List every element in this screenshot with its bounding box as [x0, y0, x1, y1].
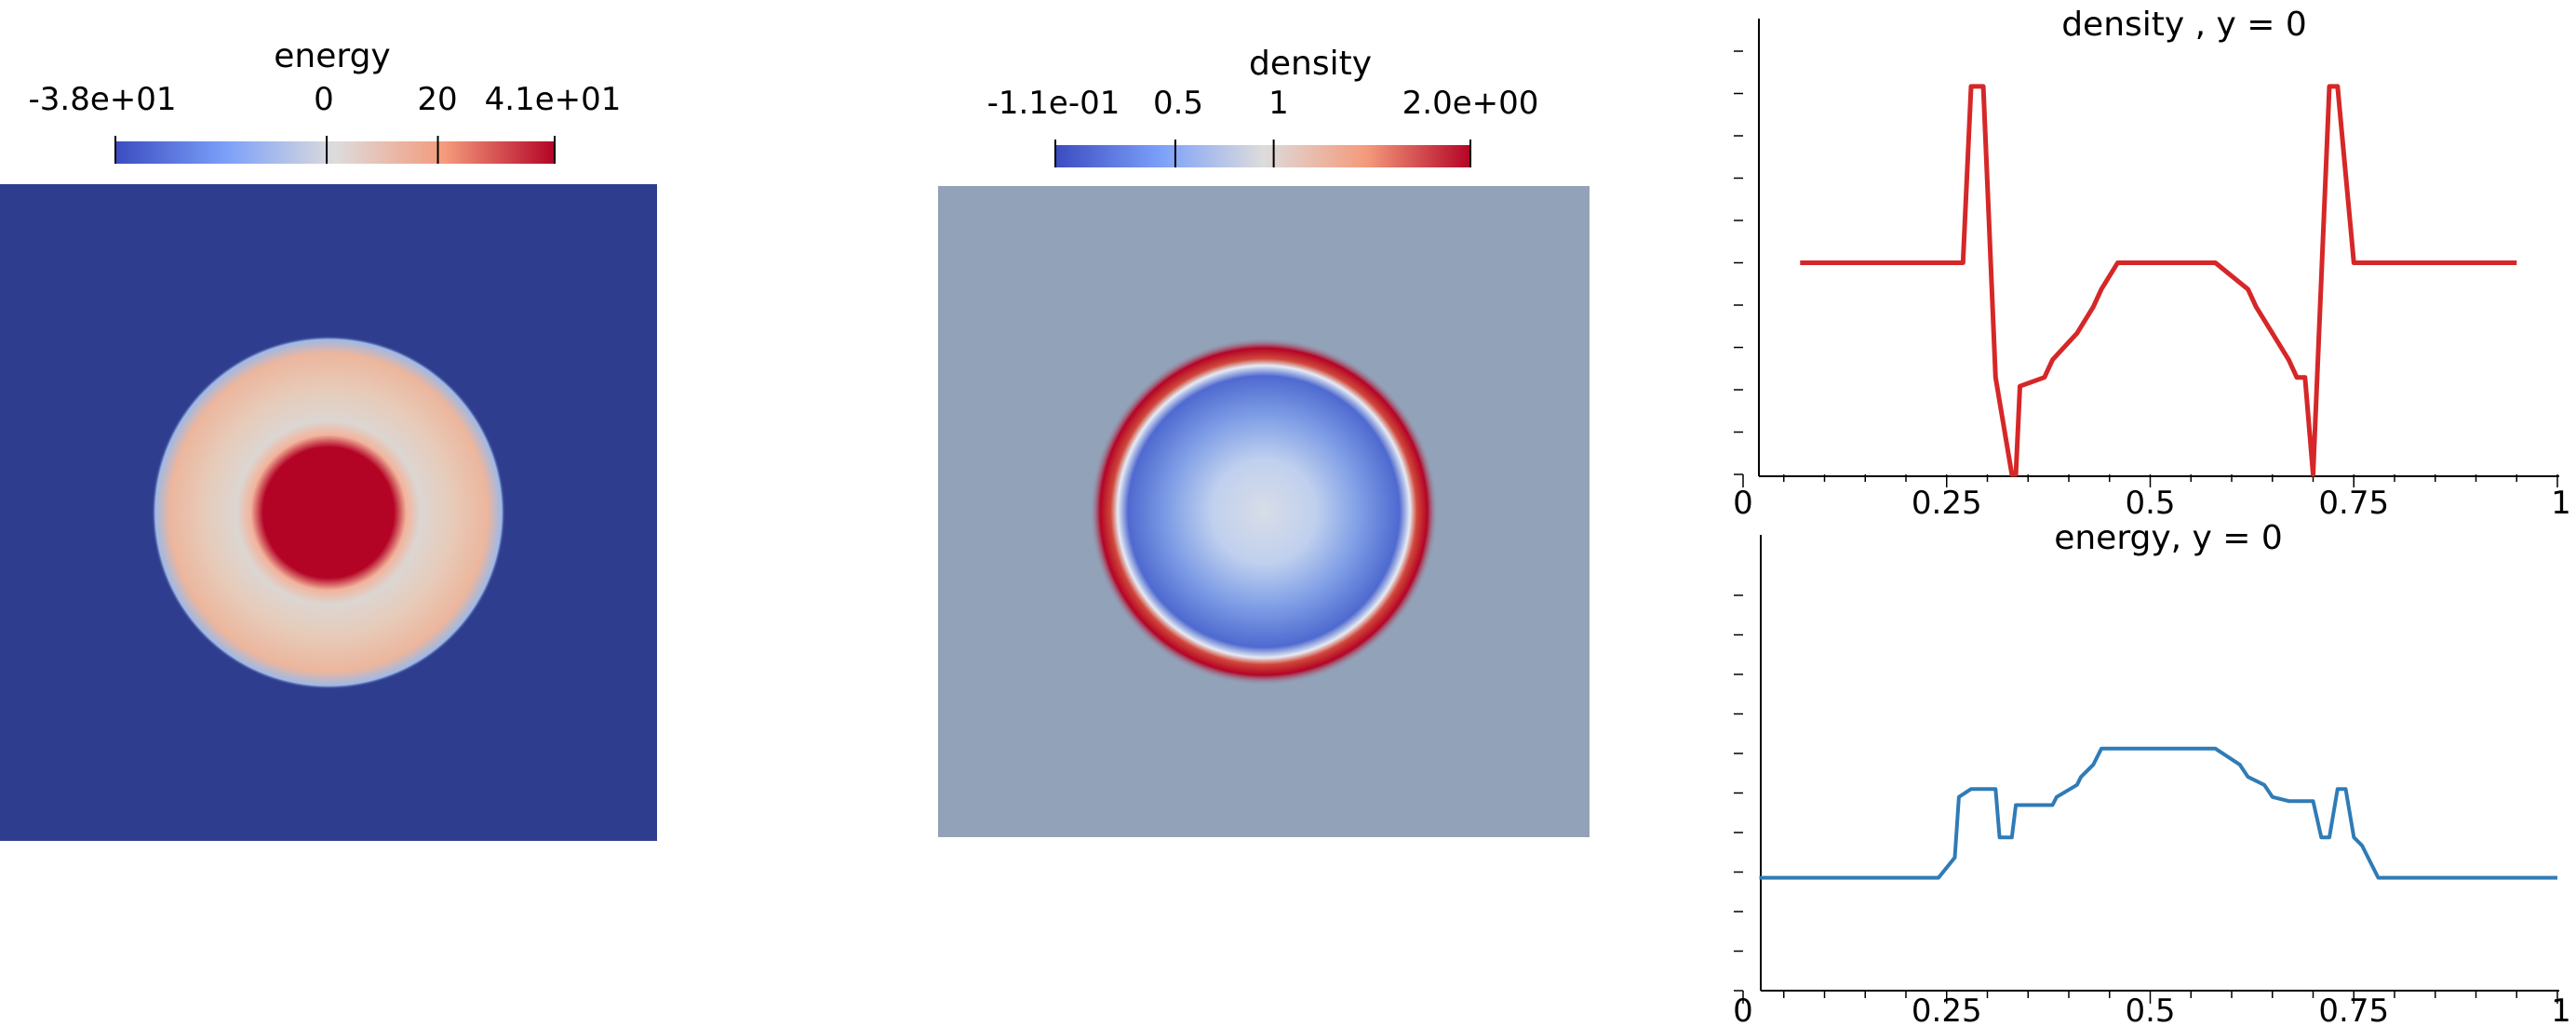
- density-colorbar-tick-label: 1: [1268, 85, 1289, 122]
- energy-colorbar-title: energy: [274, 37, 390, 75]
- density-plot-title: density , y = 0: [2061, 6, 2307, 44]
- density-line-plot: density , y = 0 0 0.25 0.5 0.75 1: [1733, 6, 2571, 522]
- density-colorbar-tick-label: 2.0e+00: [1402, 85, 1539, 122]
- energy-colorbar-tick-label: 0: [314, 81, 334, 118]
- energy-colorbar-tick-label: -3.8e+01: [28, 81, 176, 118]
- density-colorbar-tick-label: 0.5: [1153, 85, 1203, 122]
- energy-colorbar-tick-label: 4.1e+01: [485, 81, 622, 118]
- energy-plot-x-tick-label: 0: [1733, 993, 1753, 1026]
- energy-series-line: [1759, 746, 2557, 880]
- density-colorbar-tick-label: -1.1e-01: [987, 85, 1120, 122]
- density-plot-x-tick-label: 0.5: [2125, 485, 2175, 522]
- density-plot-x-tick-label: 1: [2551, 485, 2571, 522]
- density-plot-x-tick-label: 0.75: [2318, 485, 2389, 522]
- density-plot-x-tick-label: 0.25: [1912, 485, 1982, 522]
- density-heatmap-panel: density -1.1e-01 0.5 1 2.0e+00: [938, 45, 1590, 837]
- density-colorbar-title: density: [1249, 45, 1372, 83]
- energy-heatmap-panel: energy -3.8e+01 0 20 4.1e+01: [0, 37, 657, 841]
- density-field-circle: [1090, 338, 1438, 686]
- density-colorbar: [1055, 145, 1470, 167]
- energy-colorbar-tick-label: 20: [417, 81, 457, 118]
- energy-plot-title: energy, y = 0: [2054, 519, 2283, 557]
- energy-plot-x-tick-label: 0.75: [2318, 993, 2389, 1026]
- energy-plot-x-tick-label: 1: [2551, 993, 2571, 1026]
- energy-plot-x-tick-label: 0.25: [1912, 993, 1982, 1026]
- energy-field-circle: [152, 336, 505, 689]
- energy-line-plot: energy, y = 0 0 0.25 0.5 0.75 1: [1733, 519, 2571, 1026]
- density-plot-x-tick-label: 0: [1733, 485, 1753, 522]
- density-series-line: [1800, 84, 2517, 477]
- energy-plot-x-tick-label: 0.5: [2125, 993, 2175, 1026]
- energy-colorbar: [115, 141, 555, 164]
